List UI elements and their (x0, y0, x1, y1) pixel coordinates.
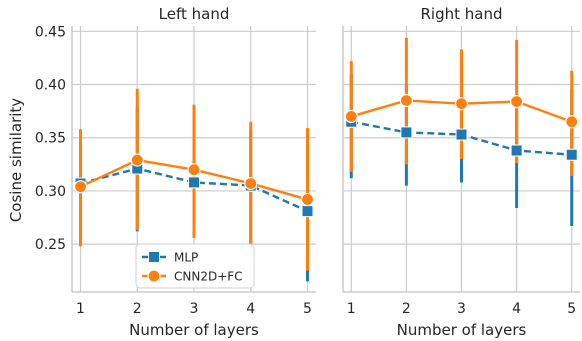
x-tick-label: 5 (303, 301, 312, 317)
y-tick-label: 0.40 (35, 78, 66, 94)
legend: MLP CNN2D+FC (135, 243, 255, 289)
x-tick-label: 1 (347, 301, 356, 317)
data-point-mlp (301, 205, 314, 218)
legend-label-mlp: MLP (174, 251, 198, 265)
x-axis-label: Number of layers (397, 321, 527, 339)
legend-swatch-marker-cnn2d-fc (147, 269, 161, 283)
y-axis-label: Cosine similarity (7, 98, 25, 222)
data-point-cnn2d-fc (300, 192, 315, 207)
data-point-mlp (565, 148, 578, 161)
data-point-cnn2d-fc (244, 176, 258, 191)
y-tick-label: 0.30 (35, 184, 66, 200)
x-axis-label: Number of layers (129, 321, 259, 339)
x-tick-label: 1 (76, 301, 85, 317)
x-tick-label: 2 (402, 301, 411, 317)
panel-title: Right hand (421, 5, 503, 23)
data-point-mlp (188, 176, 200, 189)
x-tick-label: 5 (567, 301, 576, 317)
data-point-cnn2d-fc (130, 153, 144, 167)
y-tick-label: 0.45 (35, 24, 66, 40)
panel-1: 1 2 3 4 5 0.25 0.30 0.35 0.40 0.45 Left hand Number… (35, 5, 316, 339)
data-point-cnn2d-fc (510, 94, 524, 109)
series-line-mlp (80, 167, 308, 213)
panel-title: Left hand (159, 5, 230, 23)
x-tick-label: 2 (133, 301, 142, 317)
x-tick-label: 3 (457, 301, 466, 317)
x-tick-label: 4 (246, 301, 255, 317)
data-point-cnn2d-fc (344, 109, 358, 124)
data-point-cnn2d-fc (399, 93, 413, 108)
chart-panels: 1 2 3 4 5 0.25 0.30 0.35 0.40 0.45 Left hand Number… (35, 5, 580, 339)
y-tick-label: 0.25 (35, 237, 66, 253)
data-point-cnn2d-fc (565, 115, 579, 129)
x-tick-label: 4 (512, 301, 521, 317)
data-point-cnn2d-fc (73, 180, 88, 194)
data-point-mlp (455, 128, 468, 141)
x-tick-label: 3 (190, 301, 199, 317)
panel-2: 1 2 3 4 5 Right hand Number of layers (342, 5, 580, 339)
y-tick-label: 0.35 (35, 131, 66, 147)
data-point-cnn2d-fc (187, 163, 201, 177)
data-point-mlp (510, 144, 523, 157)
legend-swatch-marker-mlp (148, 251, 160, 263)
data-point-cnn2d-fc (454, 97, 469, 111)
legend-label-cnn2d-fc: CNN2D+FC (174, 270, 243, 284)
data-point-mlp (400, 126, 413, 139)
